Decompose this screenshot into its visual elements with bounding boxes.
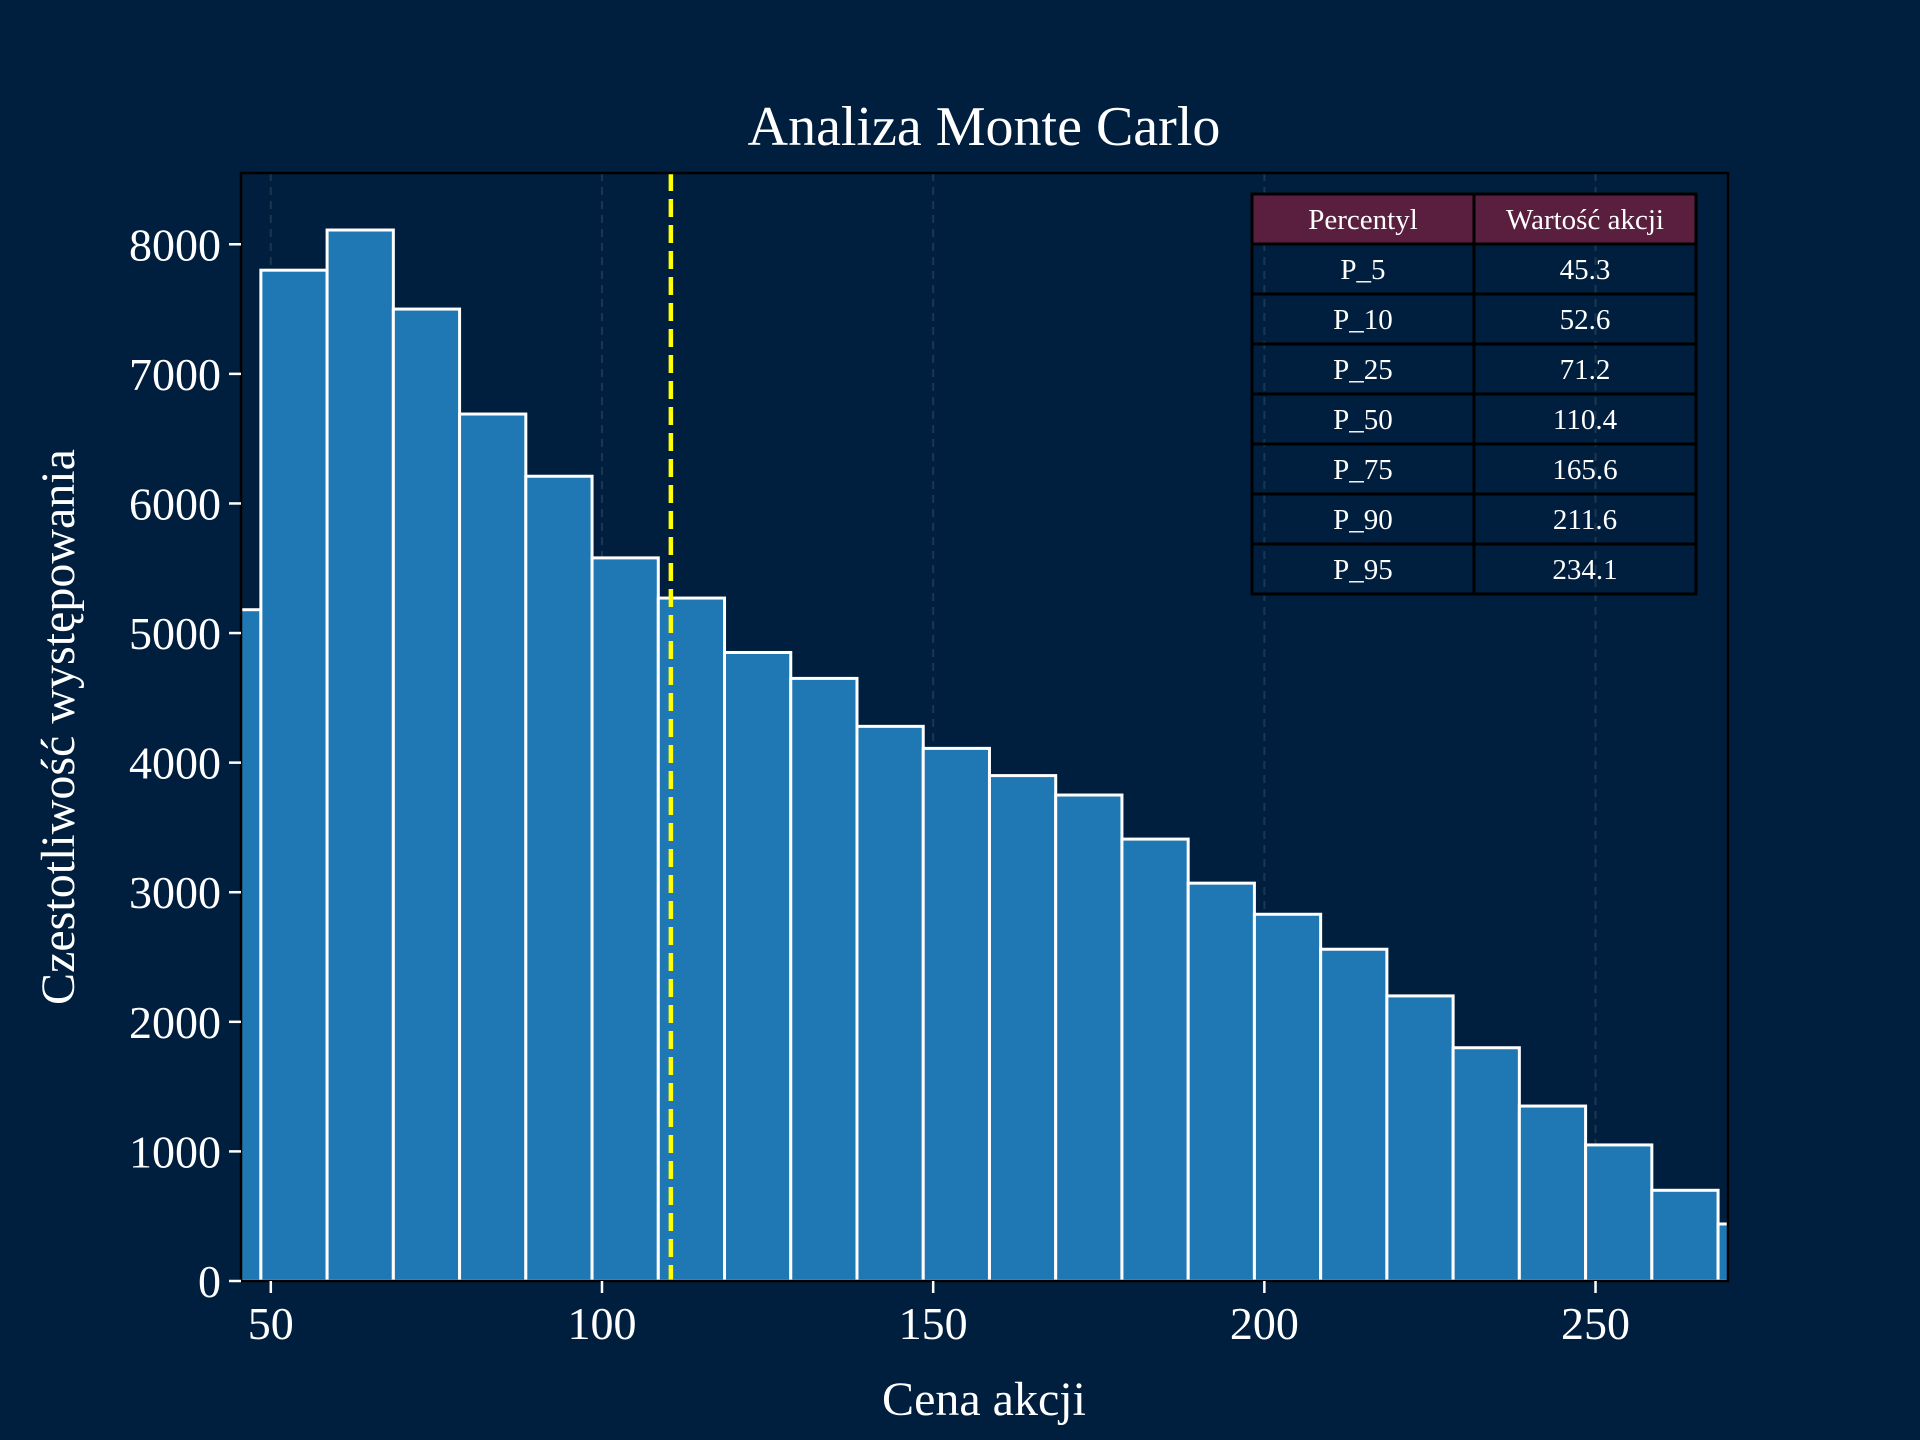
y-tick-label: 8000 xyxy=(129,219,221,270)
table-cell-text: 45.3 xyxy=(1560,254,1611,286)
histogram-bar xyxy=(656,596,727,1281)
y-tick-label: 1000 xyxy=(129,1126,221,1177)
table-header-text: Percentyl xyxy=(1308,204,1418,236)
y-axis-label: Czestotliwość występowania xyxy=(32,449,85,1005)
x-tick-label: 150 xyxy=(899,1298,968,1349)
histogram-bar xyxy=(1451,1046,1521,1281)
histogram-bars xyxy=(241,228,1728,1281)
table-cell-text: 165.6 xyxy=(1552,454,1617,486)
table-cell-text: 52.6 xyxy=(1560,304,1611,336)
y-tick-label: 5000 xyxy=(129,608,221,659)
histogram-bar xyxy=(1319,947,1389,1281)
y-axis: 0 1000 2000 3000 4000 5000 6000 7000 8000 xyxy=(129,219,241,1307)
table-cell-text: 234.1 xyxy=(1552,554,1617,586)
plot-frame xyxy=(239,171,1730,1283)
table-cell-text: P_50 xyxy=(1333,404,1393,436)
y-tick-label: 7000 xyxy=(129,349,221,400)
histogram-bar xyxy=(590,556,660,1281)
table-cell-text: P_75 xyxy=(1333,454,1393,486)
histogram-bar xyxy=(458,412,528,1281)
x-tick-label: 50 xyxy=(248,1298,294,1349)
histogram-bar xyxy=(524,474,594,1281)
histogram-bar xyxy=(1186,881,1256,1281)
histogram-bar xyxy=(1716,1222,1728,1281)
histogram-bar xyxy=(1517,1104,1588,1281)
x-tick-label: 100 xyxy=(567,1298,636,1349)
table-cell-text: P_10 xyxy=(1333,304,1393,336)
histogram-bar xyxy=(855,724,925,1281)
histogram-bar xyxy=(391,307,462,1281)
x-tick-label: 250 xyxy=(1561,1298,1630,1349)
histogram-bar xyxy=(1252,912,1323,1281)
y-tick-label: 3000 xyxy=(129,867,221,918)
histogram-bar xyxy=(1385,994,1455,1281)
table-cell-text: P_90 xyxy=(1333,504,1393,536)
y-tick-label: 2000 xyxy=(129,997,221,1048)
x-axis-label: Cena akcji xyxy=(882,1373,1086,1426)
histogram-bar xyxy=(1054,793,1124,1281)
chart-title: Analiza Monte Carlo xyxy=(748,96,1221,158)
table-header-text: Wartość akcji xyxy=(1506,204,1664,236)
table-cell-text: 110.4 xyxy=(1553,404,1618,436)
histogram-bar xyxy=(1584,1143,1654,1281)
table-cell-text: 71.2 xyxy=(1560,354,1611,386)
histogram-bar xyxy=(325,228,395,1281)
histogram-bar xyxy=(259,268,329,1281)
histogram-bar xyxy=(789,676,859,1281)
table-cell-text: 211.6 xyxy=(1553,504,1617,536)
x-axis: 50 100 150 200 250 xyxy=(248,1281,1630,1349)
table-cell xyxy=(1472,542,1698,596)
x-tick-label: 200 xyxy=(1230,1298,1299,1349)
percentile-table: Percentyl Wartość akcji P_5 45.3 P_10 52.6 P_2… xyxy=(1250,192,1698,596)
y-tick-label: 6000 xyxy=(129,478,221,529)
y-tick-label: 0 xyxy=(198,1256,221,1307)
table-cell-text: P_95 xyxy=(1333,554,1393,586)
histogram-bar xyxy=(723,650,793,1281)
table-cell-text: P_25 xyxy=(1333,354,1393,386)
histogram-bar xyxy=(1650,1188,1720,1281)
y-tick-label: 4000 xyxy=(129,738,221,789)
histogram-bar xyxy=(1120,837,1190,1281)
histogram-bar xyxy=(987,774,1058,1281)
histogram-bar xyxy=(921,746,991,1281)
table-cell-text: P_5 xyxy=(1340,254,1385,286)
